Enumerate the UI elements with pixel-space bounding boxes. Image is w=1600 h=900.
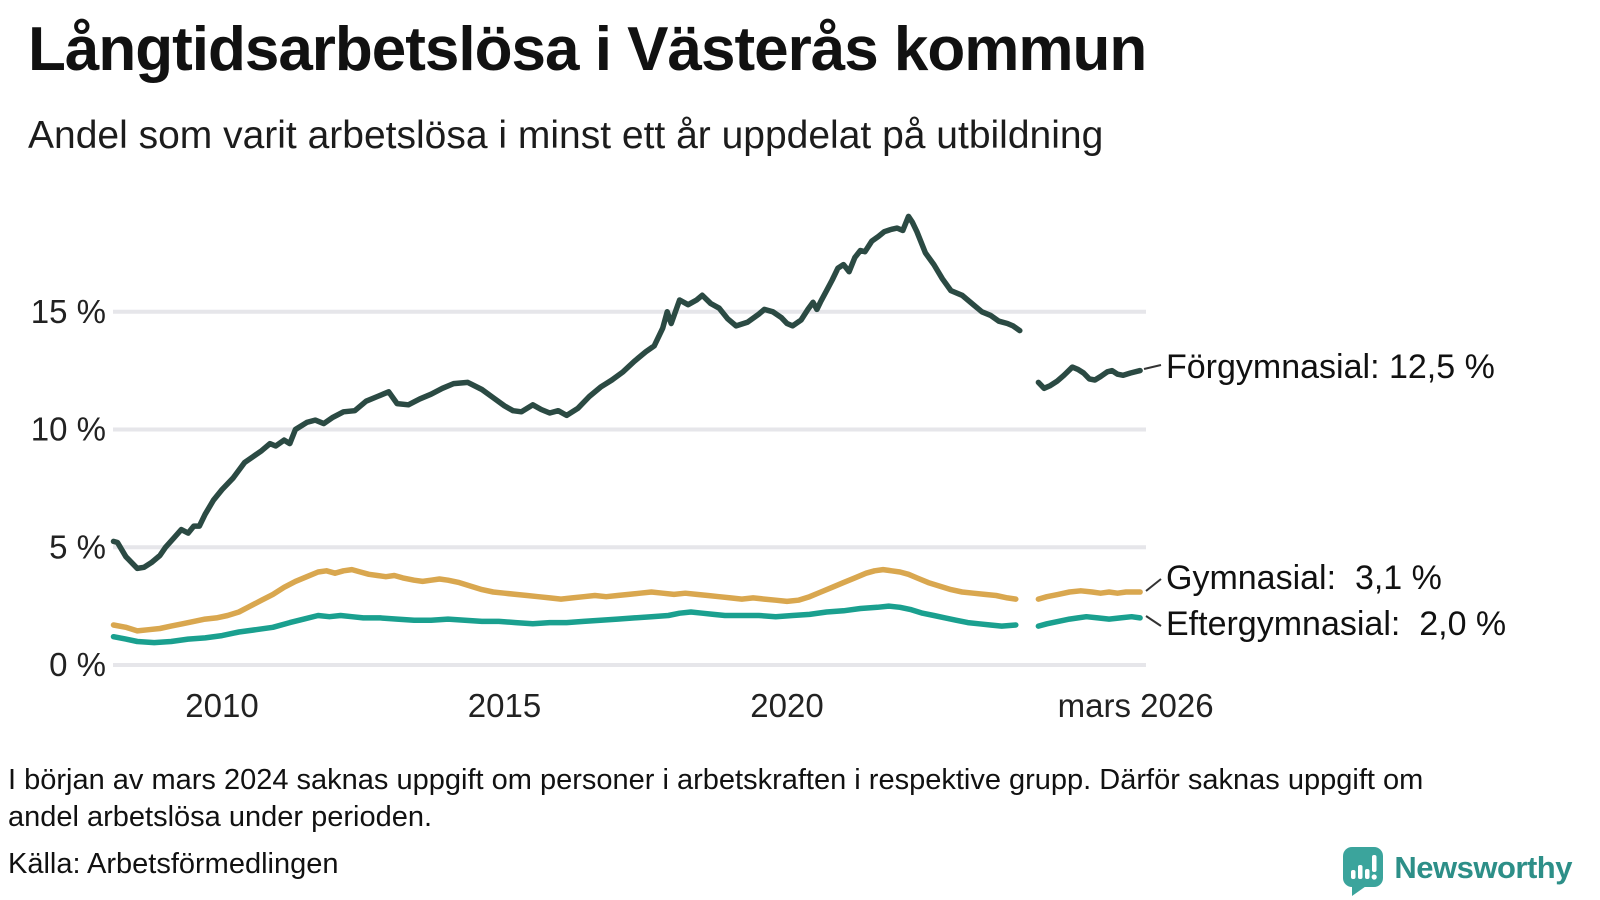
series-line-gymnasial-seg1 xyxy=(1035,588,1143,602)
y-tick-5: 5 % xyxy=(49,528,106,565)
x-tick-2020: 2020 xyxy=(750,687,823,724)
series-end-labels: Förgymnasial: 12,5 % Gymnasial: 3,1 % Ef… xyxy=(1166,348,1506,643)
page-subtitle: Andel som varit arbetslösa i minst ett å… xyxy=(28,114,1104,157)
y-axis: 0 % 5 % 10 % 15 % xyxy=(31,293,106,683)
legend-connector-gymnasial xyxy=(1145,578,1162,592)
legend-connector-eftergymnasial xyxy=(1145,615,1162,627)
series-line-forgymnasial-seg0 xyxy=(110,213,1023,572)
footnote: I början av mars 2024 saknas uppgift om … xyxy=(8,762,1568,836)
footnote-line-2: andel arbetslösa under perioden. xyxy=(8,801,433,833)
gridlines xyxy=(113,309,1146,667)
page-title: Långtidsarbetslösa i Västerås kommun xyxy=(28,15,1147,84)
label-eftergymnasial: Eftergymnasial: 2,0 % xyxy=(1166,605,1506,643)
series-line-forgymnasial-seg1 xyxy=(1035,364,1143,392)
source-credit: Källa: Arbetsförmedlingen xyxy=(8,848,339,880)
x-axis: 2010 2015 2020 mars 2026 xyxy=(185,687,1213,724)
y-tick-0: 0 % xyxy=(49,646,106,683)
newsworthy-logo: Newsworthy xyxy=(1342,840,1572,896)
x-tick-2010: 2010 xyxy=(185,687,258,724)
series-line-gymnasial-seg0 xyxy=(110,566,1019,634)
y-tick-10: 10 % xyxy=(31,411,106,448)
newsworthy-marker-icon xyxy=(1343,847,1384,896)
series-line-eftergymnasial-seg0 xyxy=(110,603,1019,646)
series-lines xyxy=(110,213,1143,646)
x-tick-mars-2026: mars 2026 xyxy=(1058,687,1214,724)
legend-connectors xyxy=(1143,364,1162,627)
y-tick-15: 15 % xyxy=(31,293,106,330)
x-tick-2015: 2015 xyxy=(468,687,541,724)
legend-connector-forgymnasial xyxy=(1143,364,1162,370)
newsworthy-logo-text: Newsworthy xyxy=(1394,850,1572,885)
label-forgymnasial: Förgymnasial: 12,5 % xyxy=(1166,348,1495,386)
label-gymnasial: Gymnasial: 3,1 % xyxy=(1166,559,1442,597)
series-line-eftergymnasial-seg1 xyxy=(1035,613,1143,629)
footnote-line-1: I början av mars 2024 saknas uppgift om … xyxy=(8,764,1424,796)
